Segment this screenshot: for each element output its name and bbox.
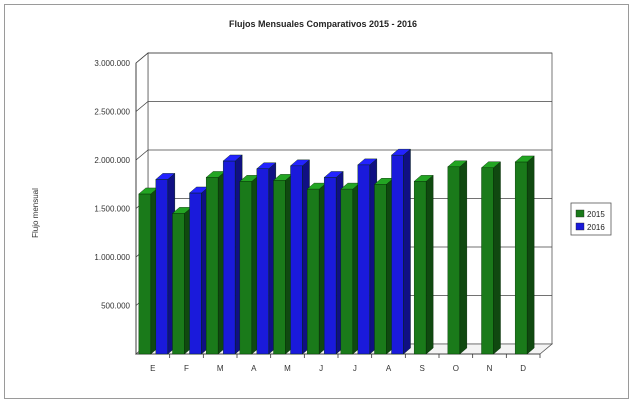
x-tick-label: F (184, 364, 189, 373)
bar-side (493, 161, 501, 355)
bar-chart: Flujos Mensuales Comparativos 2015 - 201… (31, 19, 612, 373)
bar-front (357, 164, 371, 355)
chart-title: Flujos Mensuales Comparativos 2015 - 201… (229, 19, 417, 29)
x-tick-label: A (386, 364, 392, 373)
bar-front (290, 165, 303, 355)
bar-2016 (188, 186, 210, 355)
bar-2016 (222, 154, 243, 355)
y-axis-label: Flujo mensual (31, 188, 40, 238)
bar-top (514, 155, 535, 163)
bar-2015 (272, 173, 294, 355)
bar-side (459, 160, 468, 355)
y-tick-label: 1.000.000 (94, 253, 130, 262)
bar-front (205, 177, 219, 355)
bar-2015 (340, 182, 361, 355)
gridline (135, 101, 552, 112)
legend: 2015 2016 (570, 202, 612, 236)
legend-label: 2015 (587, 210, 605, 219)
bar-2016 (155, 172, 176, 355)
bar-top (357, 158, 378, 166)
y-tick-label: 1.500.000 (94, 205, 130, 214)
bar-2015 (514, 155, 535, 355)
bar-top (390, 148, 412, 156)
bar-side (403, 148, 411, 355)
bar-top (289, 159, 311, 167)
bar-2016 (390, 148, 412, 355)
bar-2016 (357, 158, 378, 355)
gridline (135, 149, 552, 161)
x-tick-label: N (487, 364, 493, 373)
bar-front (481, 167, 494, 355)
bar-front (256, 168, 270, 355)
y-tick-label: 3.000.000 (94, 59, 130, 68)
bar-top (447, 160, 468, 167)
bar-front (447, 166, 461, 355)
bar-top (480, 161, 502, 168)
x-tick-label: D (520, 364, 526, 373)
bar-top (155, 173, 176, 180)
x-tick-label: M (217, 364, 224, 373)
gridline (135, 52, 552, 64)
bar-2016 (289, 159, 311, 355)
bar-2015 (239, 174, 260, 355)
legend-swatch (575, 209, 585, 218)
bar-front (514, 161, 528, 355)
bar-front (155, 179, 169, 355)
x-tick-label: A (251, 364, 257, 373)
bar-front (340, 188, 354, 355)
bar-2015 (447, 160, 468, 355)
y-tick-label: 2.000.000 (94, 156, 130, 165)
chart-frame: Flujos Mensuales Comparativos 2015 - 201… (4, 4, 629, 399)
bar-front (306, 188, 320, 355)
x-tick-label: M (284, 364, 291, 373)
bar-side (425, 174, 434, 355)
bar-front (323, 177, 337, 355)
bar-2016 (323, 171, 344, 355)
bar-front (189, 192, 202, 355)
bar-front (374, 184, 387, 355)
bar-2015 (306, 182, 327, 355)
legend-label: 2016 (587, 223, 605, 232)
bar-top (323, 171, 344, 178)
x-tick-label: E (150, 364, 155, 373)
x-tick-label: O (453, 364, 459, 373)
bar-top (222, 154, 243, 162)
y-tick-label: 2.500.000 (94, 108, 130, 117)
bar-front (391, 154, 404, 355)
x-tick-label: S (419, 364, 424, 373)
bar-front (239, 181, 253, 355)
bar-front (172, 213, 185, 355)
y-tick-label: 500.000 (101, 302, 130, 311)
bar-front (273, 180, 286, 355)
x-tick-label: J (319, 364, 323, 373)
bar-2015 (480, 161, 502, 355)
bar-2015 (138, 187, 159, 355)
x-tick-label: J (353, 364, 357, 373)
bar-2015 (171, 206, 193, 355)
bar-side (526, 155, 535, 355)
bar-front (138, 193, 152, 355)
bar-front (222, 160, 236, 355)
legend-swatch (575, 222, 585, 231)
bar-2015 (205, 171, 226, 355)
bar-top (256, 162, 277, 169)
bar-top (413, 175, 434, 182)
bar-2015 (413, 174, 434, 355)
bar-front (413, 181, 427, 355)
bar-2016 (256, 162, 277, 355)
bar-2015 (373, 177, 395, 355)
plot-area: 3.000.000 2.500.000 2.000.000 1.500.000 1.00… (94, 52, 554, 373)
